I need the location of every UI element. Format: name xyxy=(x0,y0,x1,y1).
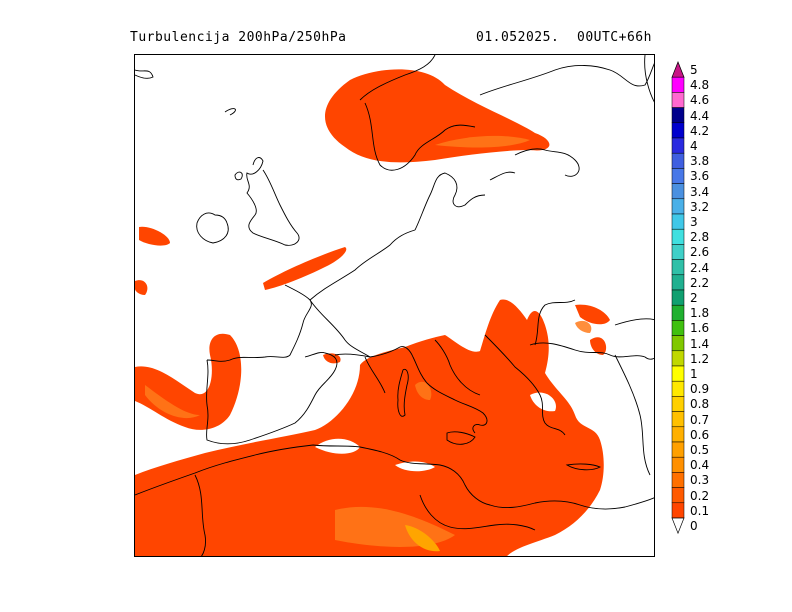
legend-swatch xyxy=(671,487,685,504)
legend-label: 3.4 xyxy=(690,184,710,199)
legend-swatch xyxy=(671,304,685,321)
legend-label: 4 xyxy=(690,139,698,153)
legend-swatch xyxy=(671,426,685,443)
legend-label: 0.5 xyxy=(690,443,710,457)
legend-swatch xyxy=(671,259,685,276)
legend-label: 3 xyxy=(690,215,698,229)
legend-swatch xyxy=(671,289,685,306)
legend-swatch xyxy=(671,168,685,184)
turbulence-field xyxy=(135,69,610,556)
legend-swatch xyxy=(671,122,685,139)
legend-label: 1.8 xyxy=(690,306,710,321)
legend-label: 4.8 xyxy=(690,78,710,93)
legend-swatch xyxy=(671,183,685,200)
map-canvas xyxy=(135,55,654,556)
legend-swatch-bottom xyxy=(671,517,685,535)
color-scale-bar xyxy=(671,61,685,535)
legend-label: 2.8 xyxy=(690,230,710,245)
forecast-run: 00UTC+66h xyxy=(577,30,652,45)
legend-label: 3.6 xyxy=(690,169,710,184)
legend-label: 4.6 xyxy=(690,93,710,108)
legend-swatch xyxy=(671,92,685,108)
legend-label: 3.8 xyxy=(690,154,710,169)
legend-label: 2 xyxy=(690,291,698,305)
map-title: Turbulencija 200hPa/250hPa xyxy=(130,30,347,45)
legend-label: 4.2 xyxy=(690,123,710,138)
forecast-date: 01.052025. xyxy=(476,30,560,45)
legend-swatch xyxy=(671,502,685,519)
legend-label: 0.2 xyxy=(690,488,710,503)
legend-swatch xyxy=(671,107,685,124)
field-peak xyxy=(405,525,440,552)
legend-swatch xyxy=(671,198,685,215)
legend-swatch xyxy=(671,335,685,352)
legend-swatch xyxy=(671,350,685,367)
legend-label: 0.4 xyxy=(690,458,710,473)
legend-label: 3.2 xyxy=(690,199,710,214)
legend-label: 0.7 xyxy=(690,412,710,427)
legend-label: 1.4 xyxy=(690,336,710,351)
legend-label: 5 xyxy=(690,63,698,77)
legend-swatch xyxy=(671,228,685,245)
color-scale-legend xyxy=(670,58,790,558)
legend-label: 0.3 xyxy=(690,473,710,488)
turbulence-map xyxy=(134,54,655,557)
legend-label: 0 xyxy=(690,519,698,533)
legend-label: 0.1 xyxy=(690,503,710,518)
legend-swatch xyxy=(671,152,685,169)
legend-label: 0.9 xyxy=(690,382,710,397)
legend-label: 2.2 xyxy=(690,275,710,290)
legend-swatch xyxy=(671,411,685,428)
legend-swatch xyxy=(671,137,685,154)
legend-swatch xyxy=(671,274,685,291)
legend-label: 4.4 xyxy=(690,108,710,123)
legend-swatch xyxy=(671,396,685,412)
legend-label: 0.8 xyxy=(690,397,710,412)
legend-swatch xyxy=(671,380,685,397)
legend-swatch xyxy=(671,456,685,473)
legend-label: 2.6 xyxy=(690,245,710,260)
legend-label: 1.2 xyxy=(690,351,710,366)
legend-swatch xyxy=(671,76,685,93)
legend-label: 0.6 xyxy=(690,427,710,442)
legend-swatch xyxy=(671,365,685,382)
legend-label: 2.4 xyxy=(690,260,710,275)
legend-swatch xyxy=(671,213,685,230)
legend-label: 1.6 xyxy=(690,321,710,336)
legend-swatch-top xyxy=(671,61,685,78)
legend-swatch xyxy=(671,244,685,260)
legend-swatch xyxy=(671,472,685,488)
coastlines xyxy=(135,55,654,556)
legend-swatch xyxy=(671,320,685,336)
legend-label: 1 xyxy=(690,367,698,381)
field-gaps xyxy=(315,392,654,556)
legend-swatch xyxy=(671,441,685,458)
